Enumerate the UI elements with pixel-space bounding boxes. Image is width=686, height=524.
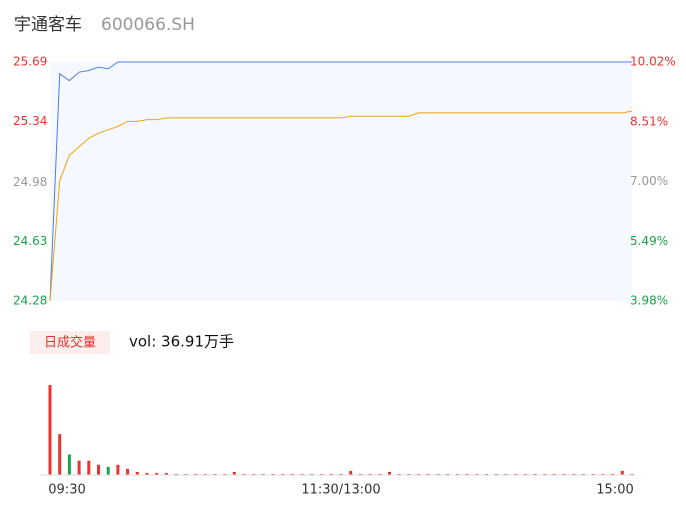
y2-tick-label: 10.02%	[630, 55, 676, 69]
volume-bar	[630, 473, 634, 475]
volume-bar	[407, 473, 411, 475]
volume-bar	[194, 473, 197, 475]
volume-bar	[436, 473, 440, 475]
volume-bar	[242, 473, 246, 475]
volume-bar	[67, 454, 71, 475]
volume-bar	[155, 472, 159, 475]
y2-tick-label: 8.51%	[630, 114, 668, 128]
volume-bar	[281, 473, 285, 475]
volume-bar	[611, 473, 615, 475]
y-tick-label: 25.34	[13, 114, 47, 128]
volume-bar	[485, 473, 488, 475]
volume-total: vol: 36.91万手	[129, 333, 234, 351]
volume-bar	[504, 473, 508, 475]
volume-bar	[426, 473, 430, 475]
y-tick-label: 24.28	[13, 294, 47, 308]
y-tick-label: 24.98	[13, 175, 47, 189]
volume-bar	[562, 473, 566, 475]
chart-title: 宇通客车	[14, 15, 82, 35]
volume-bar	[523, 473, 527, 475]
volume-bar	[164, 472, 168, 475]
volume-bar	[620, 470, 624, 475]
volume-bar	[291, 473, 294, 475]
volume-bar	[388, 471, 391, 475]
volume-bar	[358, 473, 362, 475]
volume-bar	[213, 473, 217, 475]
volume-bar	[203, 473, 207, 475]
volume-bar	[582, 473, 585, 475]
volume-bar	[349, 470, 353, 475]
volume-bar	[533, 473, 537, 475]
volume-bar	[339, 473, 343, 475]
volume-bar	[552, 473, 556, 475]
volume-bar	[232, 471, 236, 475]
volume-bar	[455, 473, 459, 475]
volume-bar	[378, 473, 382, 475]
volume-bar	[87, 460, 91, 475]
volume-bar	[591, 473, 595, 475]
volume-bar	[77, 460, 81, 475]
volume-bar	[58, 434, 62, 475]
volume-bar	[252, 473, 256, 475]
volume-badge	[30, 331, 110, 354]
volume-bar	[300, 473, 304, 475]
volume-bar	[261, 473, 265, 475]
volume-bar	[310, 473, 314, 475]
volume-bar	[601, 473, 605, 475]
volume-bar	[572, 473, 576, 475]
volume-bar	[48, 385, 52, 475]
volume-bar	[174, 473, 178, 475]
x-tick-label: 09:30	[48, 483, 85, 498]
y2-tick-label: 3.98%	[630, 294, 668, 308]
plot-background	[50, 62, 632, 301]
y-tick-label: 25.69	[13, 55, 47, 69]
series-line	[49, 110, 633, 302]
volume-bar	[446, 473, 450, 475]
x-tick-label: 15:00	[596, 483, 633, 498]
chart-subtitle: 600066.SH	[101, 15, 195, 35]
volume-bar	[368, 473, 372, 475]
volume-bar	[329, 473, 333, 475]
x-tick-label: 11:30/13:00	[301, 483, 380, 498]
volume-bar	[417, 473, 421, 475]
volume-bar	[320, 473, 324, 475]
volume-bar	[135, 471, 139, 475]
volume-bar	[97, 464, 100, 475]
volume-bar	[494, 473, 498, 475]
volume-bar	[126, 468, 130, 475]
volume-bar	[184, 473, 188, 475]
y-tick-label: 24.63	[13, 234, 47, 248]
volume-bar	[475, 473, 479, 475]
volume-bar	[106, 466, 110, 475]
volume-bar	[116, 464, 120, 475]
volume-bar	[465, 473, 469, 475]
volume-name: 日成交量	[44, 335, 96, 351]
y2-tick-label: 5.49%	[630, 234, 668, 248]
series-line	[49, 61, 632, 302]
volume-bar	[397, 473, 401, 475]
volume-bar	[145, 472, 149, 475]
volume-bar	[543, 473, 547, 475]
volume-bar	[271, 473, 275, 475]
y2-tick-label: 7.00%	[630, 174, 668, 188]
volume-bar	[514, 473, 518, 475]
volume-bar	[223, 473, 227, 475]
